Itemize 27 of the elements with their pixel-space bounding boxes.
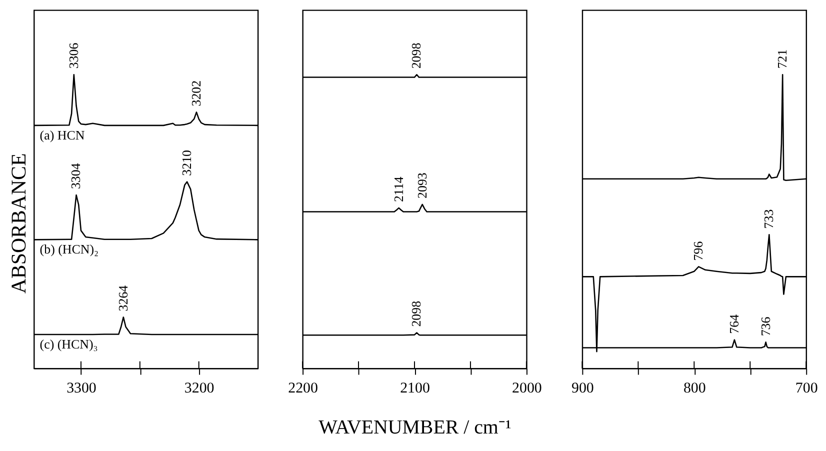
x-tick-label: 800 [683,380,706,397]
annotation: 3304 [68,162,84,190]
annotation: 2114 [390,176,406,202]
annotation: 2098 [408,300,424,327]
annotation: 736 [758,316,773,336]
annotation: 721 [774,49,790,69]
x-tick-label: 2200 [288,380,318,397]
series-label: (c) (HCN)₃ [40,336,98,352]
series-label: (b) (HCN)₂ [40,242,99,257]
annotation: 733 [761,209,776,229]
annotation: 2093 [414,172,430,198]
x-tick-label: 3200 [184,380,214,397]
x-tick-label: 700 [795,380,818,397]
x-tick-label: 2000 [512,380,542,397]
annotation: 764 [726,314,742,334]
annotation: 3202 [188,80,204,106]
x-tick-label: 900 [572,380,594,397]
x-tick-label: 2100 [400,380,430,397]
annotation: 3264 [115,284,130,312]
series-label: (a) HCN [40,127,86,142]
x-axis-title: WAVENUMBER / cm⁻¹ [318,416,512,438]
x-tick-label: 3300 [66,380,96,397]
annotation: 2098 [408,42,424,69]
y-axis-title: ABSORBANCE [6,153,30,294]
annotation: 796 [690,240,706,261]
annotation: 3210 [179,150,194,176]
annotation: 3306 [66,42,81,69]
